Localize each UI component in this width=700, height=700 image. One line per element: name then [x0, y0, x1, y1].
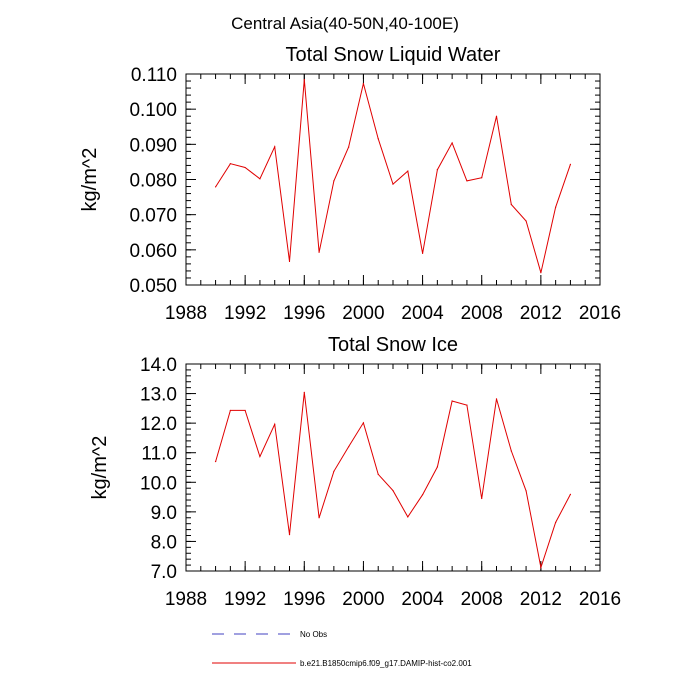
x-tick-label: 2012: [520, 303, 562, 324]
data-point: [333, 470, 335, 472]
legend-label-no-obs: No Obs: [300, 630, 327, 639]
y-tick-label: 8.0: [151, 532, 177, 553]
x-tick-label: 1992: [224, 589, 266, 610]
data-point: [318, 251, 320, 253]
data-point: [525, 220, 527, 222]
x-tick-label: 2008: [461, 589, 503, 610]
data-point: [451, 400, 453, 402]
series-line: [215, 392, 571, 570]
data-point: [229, 409, 231, 412]
data-point: [244, 409, 246, 412]
data-point: [214, 460, 217, 463]
data-point: [303, 79, 305, 81]
y-tick-label: 0.050: [129, 276, 177, 297]
y-tick-label: 13.0: [140, 385, 177, 406]
x-tick-label: 2000: [342, 589, 384, 610]
y-tick-label: 14.0: [140, 355, 177, 376]
x-tick-label: 2004: [401, 589, 444, 610]
x-tick-label: 1992: [224, 303, 266, 324]
legend-label-model-run: b.e21.B1850cmip6.f09_g17.DAMIP-hist-co2.…: [300, 659, 472, 668]
y-tick-label: 10.0: [140, 473, 177, 494]
plot-title: Total Snow Ice: [328, 334, 458, 356]
data-point: [555, 206, 557, 208]
data-point: [540, 272, 542, 274]
y-axis-label: kg/m^2: [89, 436, 111, 500]
x-tick-label: 2012: [520, 589, 562, 610]
plot-frame: [185, 73, 601, 286]
data-point: [481, 177, 483, 179]
series-line: [215, 79, 571, 273]
y-tick-label: 0.090: [129, 135, 177, 156]
data-point: [288, 534, 291, 536]
data-point: [348, 146, 350, 148]
plot-title: Total Snow Liquid Water: [286, 44, 501, 66]
plot-frame: [185, 363, 601, 572]
data-point: [274, 423, 276, 425]
x-tick-label: 2004: [401, 303, 444, 324]
data-point: [569, 163, 572, 165]
data-point: [495, 115, 498, 117]
y-tick-label: 0.070: [129, 206, 177, 227]
data-point: [362, 422, 365, 424]
y-tick-label: 0.060: [129, 241, 177, 262]
data-point: [436, 466, 438, 468]
x-tick-label: 2008: [461, 303, 503, 324]
data-point: [377, 473, 379, 475]
data-point: [510, 450, 512, 452]
y-tick-label: 9.0: [151, 503, 177, 524]
data-point: [288, 260, 291, 263]
data-point: [421, 252, 424, 254]
y-axis-label: kg/m^2: [79, 148, 101, 212]
data-point: [555, 521, 557, 524]
x-tick-label: 1996: [283, 303, 325, 324]
data-point: [495, 398, 498, 400]
data-point: [348, 446, 350, 448]
x-tick-label: 1988: [165, 589, 207, 610]
data-point: [407, 516, 409, 518]
x-tick-label: 2000: [342, 303, 384, 324]
data-point: [466, 180, 468, 182]
data-point: [392, 183, 394, 185]
legend: No Obs b.e21.B1850cmip6.f09_g17.DAMIP-hi…: [212, 630, 472, 668]
data-point: [362, 82, 365, 85]
y-tick-label: 7.0: [151, 562, 177, 583]
data-point: [421, 494, 424, 496]
data-point: [407, 170, 409, 172]
y-tick-label: 11.0: [141, 444, 177, 465]
x-tick-label: 2016: [579, 589, 621, 610]
panel-snow-ice: Total Snow Ice kg/m^2 1988 1992 1996 2000 2004…: [89, 334, 621, 610]
y-tick-label: 0.080: [129, 171, 177, 192]
data-point: [466, 404, 468, 406]
y-tick-label: 0.110: [131, 65, 177, 86]
data-point: [244, 166, 246, 169]
panel-snow-liquid-water: Total Snow Liquid Water kg/m^2 1988 1992 199…: [79, 44, 621, 324]
figure-title: Central Asia(40-50N,40-100E): [231, 14, 459, 33]
data-point: [259, 178, 261, 180]
data-point: [229, 163, 231, 165]
y-tick-label: 12.0: [140, 414, 177, 435]
data-point: [510, 203, 512, 206]
data-point: [392, 489, 394, 492]
data-point: [451, 142, 453, 144]
data-point: [525, 490, 527, 492]
data-point: [214, 186, 217, 188]
data-point: [333, 180, 335, 182]
data-point: [377, 138, 379, 140]
data-point: [569, 493, 572, 496]
data-point: [259, 455, 261, 458]
y-tick-label: 0.100: [129, 100, 177, 121]
x-tick-label: 2016: [579, 303, 621, 324]
x-tick-label: 1988: [165, 303, 207, 324]
data-point: [274, 146, 276, 148]
data-point: [303, 391, 305, 393]
data-point: [318, 517, 320, 519]
data-point: [481, 497, 483, 500]
data-point: [436, 169, 438, 171]
x-tick-label: 1996: [283, 589, 325, 610]
data-point: [540, 566, 542, 569]
